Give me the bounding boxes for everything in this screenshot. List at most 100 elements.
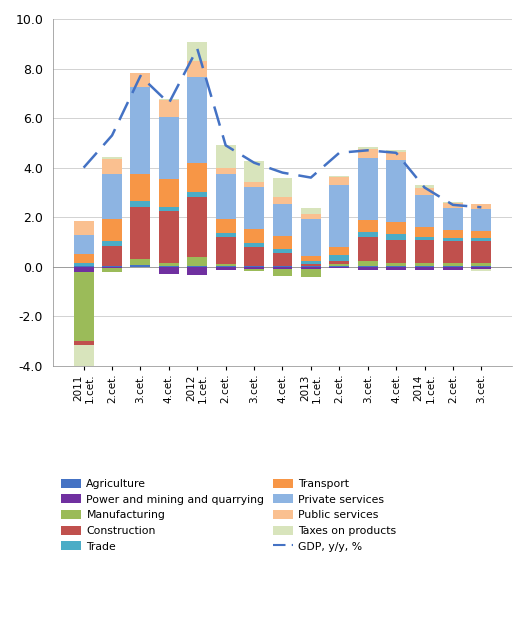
Bar — [102, 219, 122, 241]
Bar — [244, 269, 264, 271]
Bar — [74, 254, 93, 263]
Bar — [187, 192, 207, 198]
Bar — [443, 238, 463, 241]
Bar — [414, 195, 435, 227]
Bar — [272, 178, 293, 197]
Bar — [244, 247, 264, 266]
Bar — [414, 266, 435, 267]
Bar — [216, 219, 235, 233]
Bar — [244, 242, 264, 247]
Bar — [443, 208, 463, 230]
Bar — [443, 241, 463, 263]
Bar — [187, 61, 207, 77]
Bar — [187, 77, 207, 163]
Bar — [102, 241, 122, 245]
Bar — [216, 168, 235, 174]
Bar — [159, 266, 179, 267]
Bar — [329, 186, 349, 247]
Bar — [329, 247, 349, 255]
Bar — [159, 100, 179, 117]
Bar — [130, 265, 150, 267]
Bar — [443, 267, 463, 270]
Bar — [472, 263, 491, 266]
Bar — [301, 261, 321, 264]
Bar — [159, 99, 179, 100]
Bar — [74, 272, 93, 341]
Bar — [187, 266, 207, 267]
Bar — [414, 267, 435, 270]
Bar — [301, 219, 321, 256]
Bar — [443, 230, 463, 238]
Bar — [272, 237, 293, 249]
Bar — [329, 255, 349, 261]
Bar — [272, 266, 293, 267]
Bar — [102, 157, 122, 160]
Bar — [74, 341, 93, 345]
Legend: Agriculture, Power and mining and quarrying, Manufacturing, Construction, Trade,: Agriculture, Power and mining and quarry… — [58, 476, 399, 555]
Bar — [443, 266, 463, 267]
Bar — [187, 257, 207, 266]
Bar — [386, 240, 406, 263]
Bar — [187, 198, 207, 257]
Bar — [102, 268, 122, 272]
Bar — [130, 201, 150, 206]
Bar — [244, 161, 264, 182]
Bar — [443, 202, 463, 203]
Bar — [358, 237, 378, 261]
Bar — [443, 203, 463, 208]
Bar — [386, 151, 406, 160]
Bar — [74, 267, 93, 272]
Bar — [472, 267, 491, 269]
Bar — [386, 267, 406, 270]
Bar — [358, 266, 378, 267]
Bar — [244, 266, 264, 267]
Bar — [272, 249, 293, 253]
Bar — [414, 263, 435, 266]
Bar — [272, 197, 293, 204]
Bar — [216, 233, 235, 237]
Bar — [216, 144, 235, 168]
Bar — [358, 232, 378, 237]
Bar — [358, 158, 378, 220]
Bar — [414, 184, 435, 188]
Bar — [244, 229, 264, 242]
Bar — [130, 259, 150, 265]
Bar — [159, 179, 179, 206]
Bar — [244, 187, 264, 229]
Bar — [272, 267, 293, 269]
Bar — [301, 267, 321, 269]
Bar — [329, 264, 349, 266]
Bar — [358, 261, 378, 266]
Bar — [329, 266, 349, 267]
Bar — [414, 227, 435, 237]
Bar — [301, 266, 321, 267]
Bar — [329, 177, 349, 186]
Bar — [216, 267, 235, 270]
Bar — [472, 266, 491, 267]
Bar — [472, 231, 491, 238]
Bar — [130, 206, 150, 259]
Bar — [414, 240, 435, 263]
Bar — [472, 238, 491, 241]
Bar — [414, 237, 435, 240]
Bar — [74, 266, 93, 267]
Bar — [443, 263, 463, 266]
Bar — [386, 150, 406, 151]
Bar — [74, 235, 93, 254]
Bar — [159, 263, 179, 266]
Bar — [159, 117, 179, 179]
Bar — [130, 174, 150, 201]
Bar — [329, 267, 349, 268]
Bar — [216, 266, 235, 267]
Bar — [301, 264, 321, 266]
Bar — [216, 237, 235, 264]
Bar — [472, 204, 491, 209]
Bar — [414, 188, 435, 195]
Bar — [187, 163, 207, 192]
Bar — [472, 241, 491, 263]
Bar — [102, 267, 122, 268]
Bar — [386, 266, 406, 267]
Bar — [102, 245, 122, 266]
Bar — [472, 269, 491, 271]
Bar — [74, 221, 93, 235]
